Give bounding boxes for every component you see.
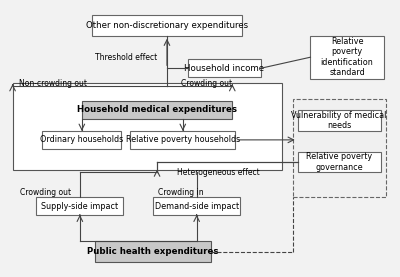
Text: Non-crowding out: Non-crowding out [18,79,86,88]
FancyBboxPatch shape [130,131,235,149]
FancyBboxPatch shape [298,152,381,172]
Text: Household income: Household income [184,64,264,73]
FancyBboxPatch shape [298,110,381,131]
FancyBboxPatch shape [36,197,124,215]
Text: Other non-discretionary expenditures: Other non-discretionary expenditures [86,21,248,30]
Text: Heterogeneous effect: Heterogeneous effect [177,168,260,177]
Text: Crowding out: Crowding out [181,79,232,88]
Text: Crowding in: Crowding in [158,188,204,197]
Text: Demand-side impact: Demand-side impact [154,202,239,211]
FancyBboxPatch shape [12,83,282,170]
FancyBboxPatch shape [92,15,242,36]
Text: Ordinary households: Ordinary households [40,135,124,144]
FancyBboxPatch shape [293,99,386,197]
FancyBboxPatch shape [82,101,232,119]
Text: Crowding out: Crowding out [20,188,71,197]
Text: Relative poverty households: Relative poverty households [126,135,240,144]
Text: Supply-side impact: Supply-side impact [41,202,118,211]
Text: Public health expenditures: Public health expenditures [87,247,219,256]
Text: Threshold effect: Threshold effect [95,53,157,62]
Text: Relative
poverty
identification
standard: Relative poverty identification standard [321,37,374,77]
FancyBboxPatch shape [42,131,122,149]
FancyBboxPatch shape [188,59,261,77]
Text: Relative poverty
governance: Relative poverty governance [306,152,372,172]
Text: Household medical expenditures: Household medical expenditures [77,105,237,114]
FancyBboxPatch shape [153,197,240,215]
Text: Vulnerability of medical
needs: Vulnerability of medical needs [292,111,387,130]
FancyBboxPatch shape [310,36,384,79]
FancyBboxPatch shape [95,241,212,262]
